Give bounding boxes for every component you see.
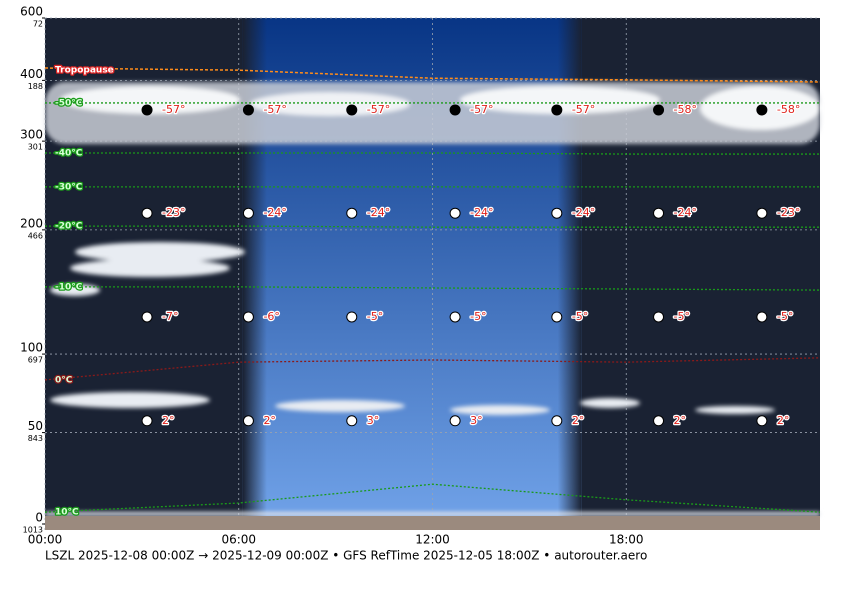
temperature-label: -58° <box>674 103 697 116</box>
pressure-label: 188 <box>28 82 43 91</box>
clouds <box>45 82 820 516</box>
isotherm-label: -20°C <box>55 222 83 232</box>
station-point <box>551 311 563 323</box>
y-tick-label: 200 <box>20 216 43 230</box>
temperature-label: -24° <box>263 206 286 219</box>
station-point <box>653 207 665 219</box>
isotherm-label: 0°C <box>55 375 73 385</box>
station-point <box>141 207 153 219</box>
y-tick-label: 100 <box>20 341 43 355</box>
temperature-label: -7° <box>162 310 178 323</box>
station-point <box>242 104 254 116</box>
isotherm-label: -40°C <box>55 148 83 158</box>
station-point <box>653 415 665 427</box>
temperature-label: -5° <box>777 310 793 323</box>
pressure-label: 72 <box>33 20 43 29</box>
pressure-label: 843 <box>28 434 43 443</box>
temperature-label: -58° <box>777 103 800 116</box>
temperature-label: 3° <box>470 414 483 427</box>
temperature-label: -24° <box>674 206 697 219</box>
temperature-label: -5° <box>367 310 383 323</box>
station-point <box>346 207 358 219</box>
footer: LSZL 2025-12-08 00:00Z → 2025-12-09 00:0… <box>45 549 647 563</box>
station-point <box>242 207 254 219</box>
isotherm-label: -50°C <box>55 98 83 108</box>
station-point <box>551 104 563 116</box>
x-tick-label: 12:00 <box>415 533 450 547</box>
pressure-label: 1013 <box>23 526 43 535</box>
station-point <box>449 104 461 116</box>
temperature-label: -57° <box>263 103 286 116</box>
y-tick-label: 50 <box>28 419 43 433</box>
y-tick-label: 300 <box>20 128 43 142</box>
x-tick-label: 00:00 <box>28 533 63 547</box>
y-tick-label: 400 <box>20 67 43 81</box>
temperature-label: 2° <box>572 414 585 427</box>
temperature-label: -57° <box>367 103 390 116</box>
temperature-label: 3° <box>367 414 380 427</box>
station-point <box>756 207 768 219</box>
station-point <box>449 415 461 427</box>
temperature-label: -24° <box>367 206 390 219</box>
station-point <box>551 415 563 427</box>
temperature-label: 2° <box>263 414 276 427</box>
x-tick-label: 06:00 <box>221 533 256 547</box>
station-point <box>242 311 254 323</box>
station-point <box>141 311 153 323</box>
station-point <box>346 104 358 116</box>
station-point <box>242 415 254 427</box>
ground <box>45 516 820 530</box>
isotherm-label: 10°C <box>55 508 79 518</box>
temperature-label: -24° <box>572 206 595 219</box>
station-point <box>346 311 358 323</box>
tropopause-label: Tropopause <box>55 66 114 76</box>
isotherm-label: -10°C <box>55 282 83 292</box>
station-point <box>756 104 768 116</box>
temperature-label: -6° <box>263 310 279 323</box>
station-point <box>653 104 665 116</box>
temperature-label: -23° <box>777 206 800 219</box>
temperature-label: -57° <box>162 103 185 116</box>
temperature-label: 2° <box>674 414 687 427</box>
station-point <box>449 311 461 323</box>
temperature-label: 2° <box>162 414 175 427</box>
isotherm-label: -30°C <box>55 182 83 192</box>
tropopause-line <box>44 67 821 83</box>
y-tick-label: 0 <box>35 511 43 525</box>
station-point <box>756 311 768 323</box>
isotherm <box>45 152 820 155</box>
temperature-label: -57° <box>572 103 595 116</box>
pressure-label: 697 <box>28 356 43 365</box>
temperature-label: -5° <box>572 310 588 323</box>
temperature-label: -5° <box>674 310 690 323</box>
temperature-label: -24° <box>470 206 493 219</box>
temperature-label: -5° <box>470 310 486 323</box>
station-point <box>449 207 461 219</box>
station-point <box>756 415 768 427</box>
station-point <box>653 311 665 323</box>
daylight-edge <box>242 18 267 530</box>
isotherm <box>44 357 821 381</box>
isotherm <box>45 286 821 291</box>
station-point <box>346 415 358 427</box>
temperature-label: -57° <box>470 103 493 116</box>
isotherm <box>44 483 821 513</box>
station-point <box>551 207 563 219</box>
isotherm <box>45 225 820 228</box>
y-tick-label: 600 <box>20 5 43 19</box>
x-tick-label: 18:00 <box>609 533 644 547</box>
temperature-label: -23° <box>162 206 185 219</box>
temperature-label: 2° <box>777 414 790 427</box>
pressure-label: 466 <box>28 231 43 240</box>
station-point <box>141 104 153 116</box>
station-point <box>141 415 153 427</box>
pressure-label: 301 <box>28 143 43 152</box>
